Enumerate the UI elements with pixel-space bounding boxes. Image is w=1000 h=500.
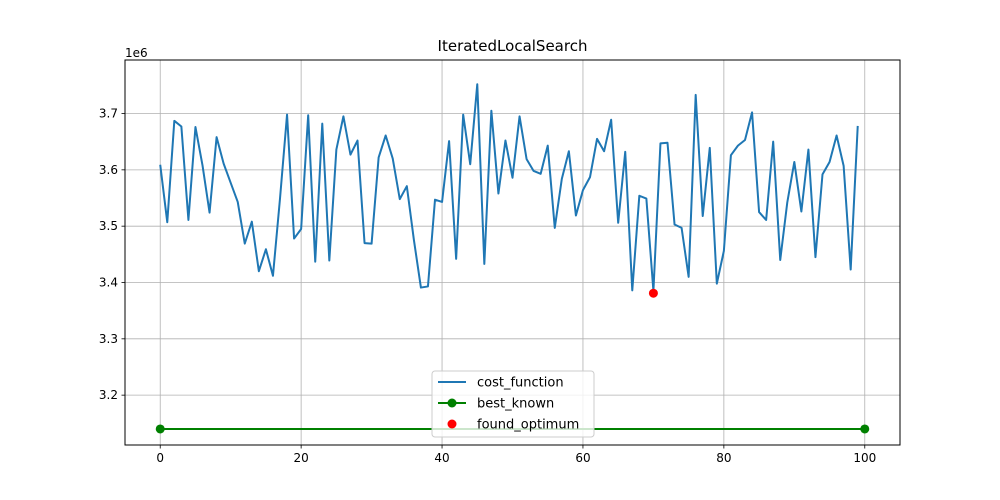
data-point-best-known xyxy=(155,424,165,434)
data-point-best-known xyxy=(860,424,870,434)
y-scale-label: 1e6 xyxy=(125,46,148,60)
legend-label-cost-function: cost_function xyxy=(477,376,564,391)
x-tick-label: 40 xyxy=(434,451,449,465)
series-line-cost-function xyxy=(159,83,859,292)
data-point-found-optimum xyxy=(648,288,658,298)
axis-ticks: 0 20 40 60 80 100 3.2 3.3 3.4 3.5 3.6 3.7 xyxy=(99,107,876,465)
chart-title: IteratedLocalSearch xyxy=(438,37,588,55)
legend-box xyxy=(431,370,595,438)
y-tick-label: 3.3 xyxy=(99,332,118,346)
legend-label-best-known: best_known xyxy=(477,397,554,412)
x-tick-label: 80 xyxy=(716,451,731,465)
y-tick-label: 3.5 xyxy=(99,219,118,233)
y-tick-label: 3.7 xyxy=(99,107,118,121)
y-tick-label: 3.2 xyxy=(99,388,118,402)
y-tick-label: 3.4 xyxy=(99,275,118,289)
x-tick-label: 20 xyxy=(293,451,308,465)
legend-marker-best-known xyxy=(447,398,457,408)
y-tick-label: 3.6 xyxy=(99,163,118,177)
x-tick-label: 60 xyxy=(575,451,590,465)
x-tick-label: 100 xyxy=(853,451,876,465)
legend: cost_function best_known found_optimum xyxy=(431,370,595,438)
plot-frame xyxy=(124,59,901,446)
x-tick-label: 0 xyxy=(156,451,164,465)
legend-label-found-optimum: found_optimum xyxy=(477,418,579,433)
legend-marker-found-optimum xyxy=(447,419,457,429)
